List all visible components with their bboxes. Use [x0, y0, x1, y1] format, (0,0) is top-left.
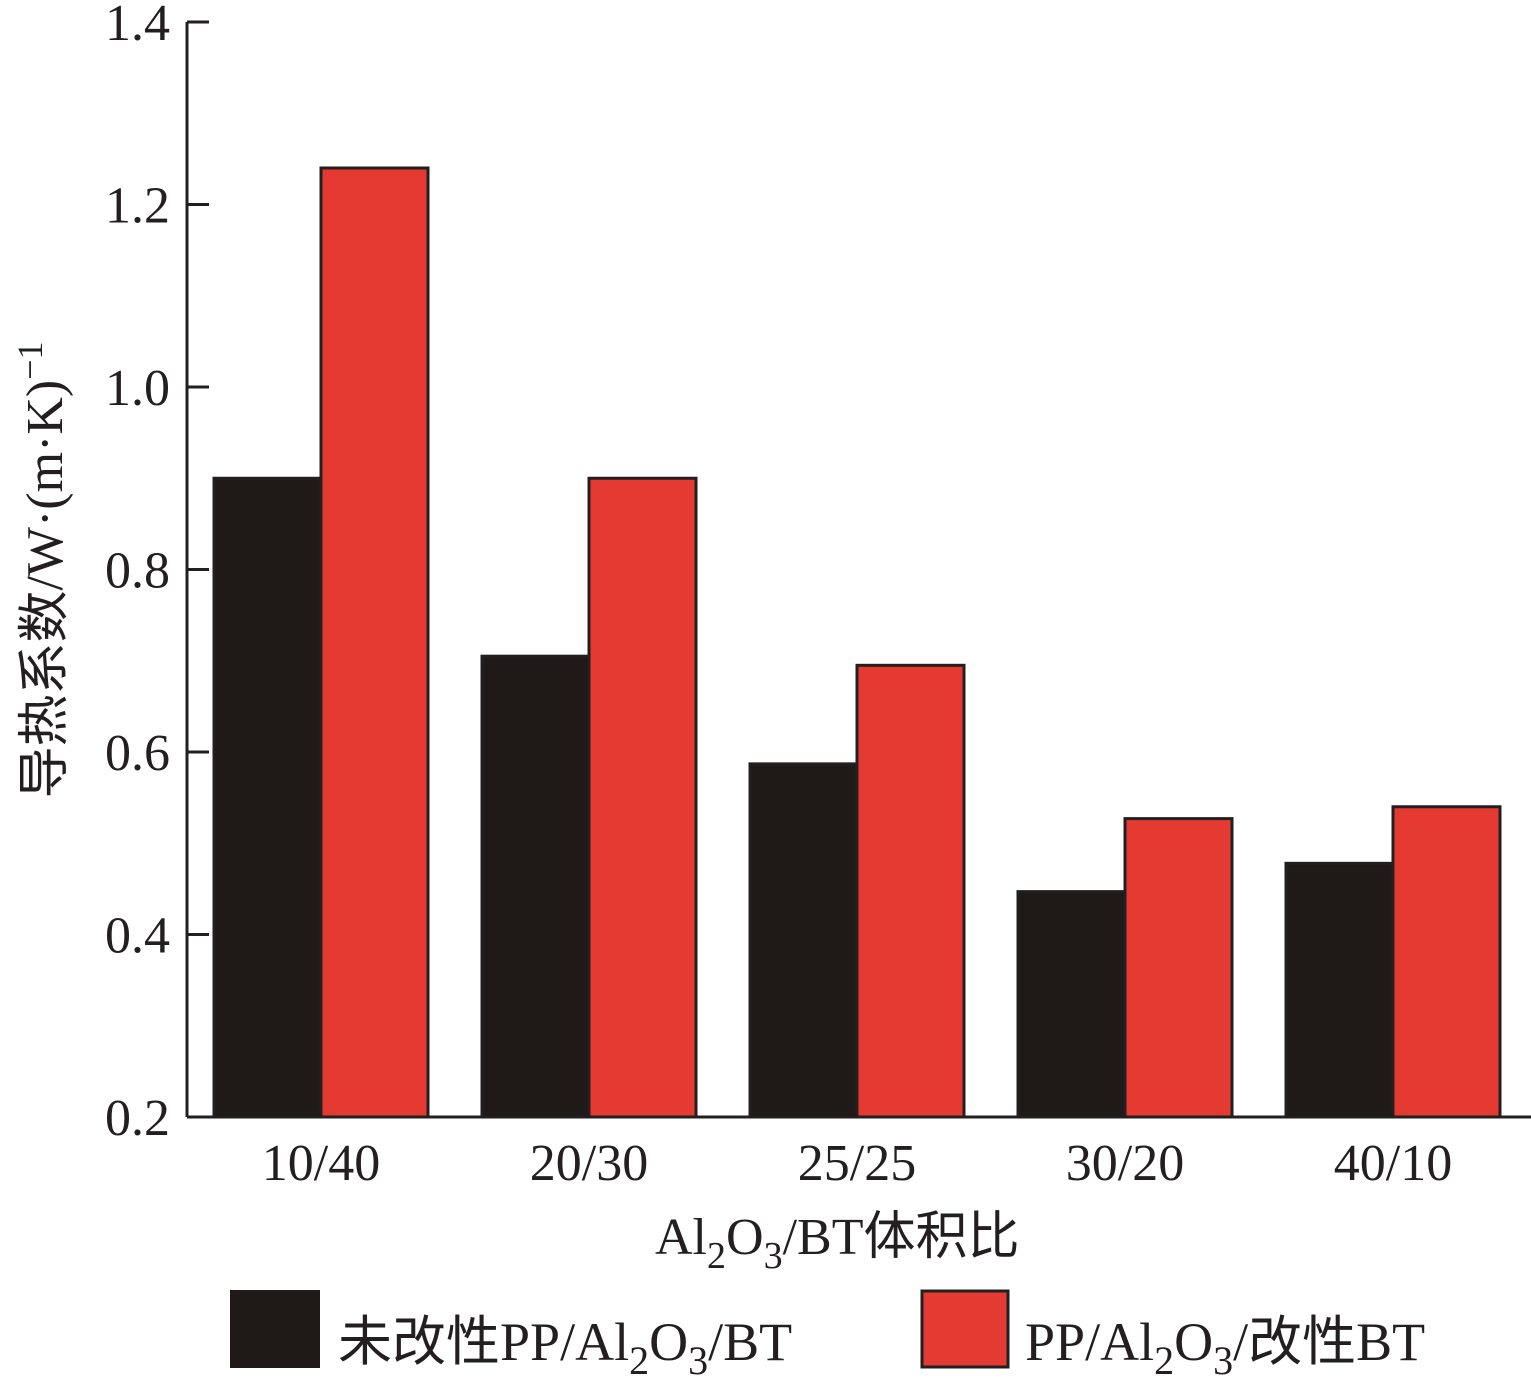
legend-2-rest: /改性BT — [1233, 1312, 1425, 1372]
legend-label-series-1: 未改性PP/Al2O3/BT — [338, 1312, 792, 1383]
bar-modified-25-25 — [855, 663, 966, 1119]
legend-1-sub-3: 3 — [688, 1338, 708, 1383]
bar-untreated-30-20 — [1016, 890, 1127, 1119]
legend-2-sub-3: 3 — [1213, 1338, 1233, 1383]
y-tick-label: 0.8 — [105, 543, 170, 600]
y-tick-label: 0.2 — [105, 1090, 170, 1147]
bar-untreated-10-40 — [212, 476, 323, 1119]
y-axis-title-sup: −1 — [10, 341, 50, 379]
y-tick-label: 1.2 — [105, 178, 170, 235]
x-tick-label: 25/25 — [798, 1135, 916, 1192]
x-axis-title-sub-3: 3 — [764, 1235, 783, 1277]
x-tick-label: 10/40 — [262, 1135, 380, 1192]
legend-2-sub-2: 2 — [1154, 1338, 1174, 1383]
y-tick-label: 0.6 — [105, 725, 170, 782]
x-axis-title-sub-2: 2 — [707, 1235, 726, 1277]
x-tick-label: 20/30 — [530, 1135, 648, 1192]
y-tick-label: 0.4 — [105, 908, 170, 965]
bar-modified-10-40 — [319, 166, 430, 1119]
legend-1-sub-2: 2 — [629, 1338, 649, 1383]
legend-label-series-2: PP/Al2O3/改性BT — [1025, 1312, 1425, 1383]
legend-1-O: O — [649, 1312, 688, 1372]
x-ticks: 10/40 20/30 25/25 30/20 40/10 — [262, 1135, 1452, 1192]
bar-modified-40-10 — [1391, 805, 1502, 1119]
legend-2-O: O — [1174, 1312, 1213, 1372]
x-axis-title-O: O — [726, 1209, 764, 1266]
legend: 未改性PP/Al2O3/BT PP/Al2O3/改性BT — [230, 1289, 1425, 1383]
bar-untreated-20-30 — [480, 654, 591, 1119]
legend-swatch-series-2 — [920, 1289, 1010, 1369]
legend-swatch-series-1 — [230, 1290, 320, 1368]
x-axis-title: Al2O3/BT体积比 — [655, 1209, 1019, 1277]
x-axis-title-rest: /BT体积比 — [783, 1209, 1020, 1266]
bar-modified-20-30 — [587, 476, 698, 1119]
y-axis-title: 导热系数/W·(m·K)−1 — [10, 341, 74, 798]
bar-untreated-25-25 — [748, 762, 859, 1119]
y-tick-label: 1.4 — [105, 0, 170, 52]
x-tick-label: 40/10 — [1334, 1135, 1452, 1192]
legend-1-rest: /BT — [708, 1312, 792, 1372]
x-tick-label: 30/20 — [1066, 1135, 1184, 1192]
bar-untreated-40-10 — [1284, 861, 1395, 1119]
y-ticks: 0.2 0.4 0.6 0.8 1.0 1.2 1.4 — [105, 0, 209, 1147]
bar-modified-30-20 — [1123, 817, 1234, 1119]
bars-layer — [212, 166, 1502, 1119]
y-tick-label: 1.0 — [105, 360, 170, 417]
